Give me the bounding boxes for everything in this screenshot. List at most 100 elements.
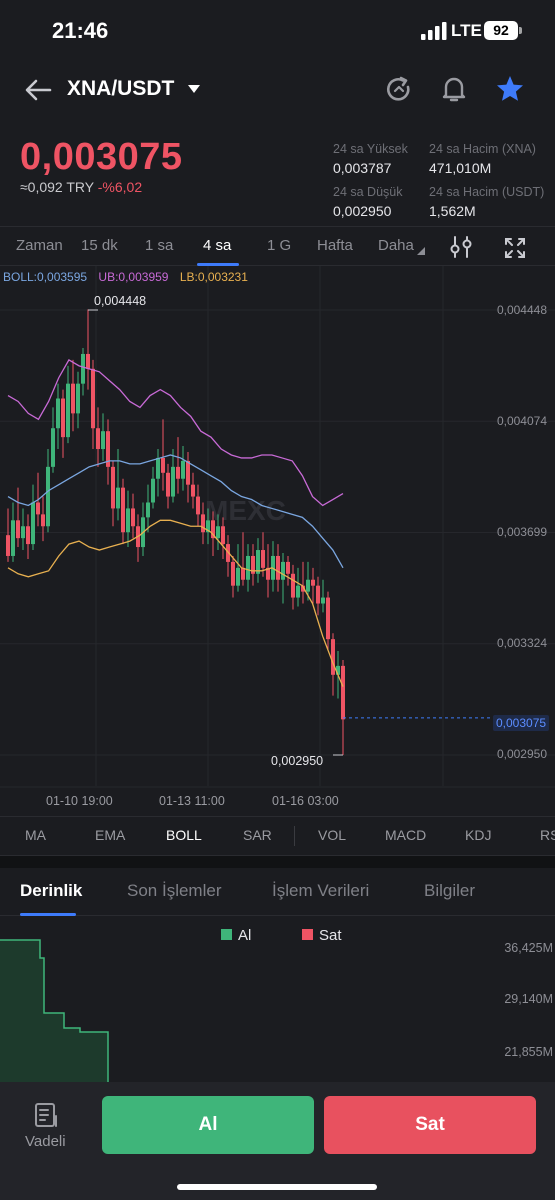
candle-body (46, 466, 50, 527)
pair-selector[interactable]: XNA/USDT (67, 77, 175, 100)
legend-sell: Sat (302, 927, 342, 944)
app-header: XNA/USDT (0, 62, 555, 120)
candle-body (306, 579, 310, 592)
candle-body (106, 431, 110, 467)
legend-buy-label: Al (238, 927, 252, 944)
legend-buy-swatch (221, 929, 232, 940)
tab-info[interactable]: Bilgiler (424, 881, 476, 900)
candle-body (96, 428, 100, 450)
sell-button[interactable]: Sat (324, 1096, 536, 1154)
tab-trade-data[interactable]: İşlem Verileri (272, 881, 370, 900)
indicator-ema[interactable]: EMA (95, 827, 126, 843)
candle-body (11, 520, 15, 556)
candle-body (251, 555, 255, 574)
back-arrow-icon[interactable] (22, 74, 54, 106)
candle-body (121, 487, 125, 533)
candle-body (91, 368, 95, 429)
futures-label[interactable]: Vadeli (25, 1133, 66, 1150)
status-time: 21:46 (52, 18, 109, 43)
candle-body (321, 597, 325, 604)
timeframe-bar: Zaman 15 dk 1 sa 4 sa 1 G Hafta Daha (0, 226, 555, 266)
candle-body (166, 472, 170, 497)
candle-body (26, 526, 30, 545)
market-info-tabs: Derinlik Son İşlemler İşlem Verileri Bil… (0, 868, 555, 916)
price-chart[interactable]: MEXC BOLL:0,003595 UB:0,003959 LB:0,0032… (0, 266, 555, 814)
candle-body (66, 383, 70, 438)
max-price-label: 0,004448 (94, 294, 147, 308)
tab-time[interactable]: Zaman (16, 237, 63, 254)
boll-ub-value: UB:0,003959 (98, 270, 169, 284)
section-separator (0, 856, 555, 868)
legend-buy: Al (221, 927, 251, 944)
candle-body (76, 383, 80, 414)
fiat-price: ≈0,092 TRY (20, 179, 94, 195)
tab-4h[interactable]: 4 sa (203, 237, 232, 254)
network-type: LTE (451, 21, 482, 40)
candle-body (246, 555, 250, 580)
y-tick-label: 0,004074 (496, 414, 547, 428)
tab-1h[interactable]: 1 sa (145, 237, 174, 254)
candle-body (276, 555, 280, 580)
tab-depth[interactable]: Derinlik (20, 881, 83, 900)
stat-volume-usdt: 24 sa Hacim (USDT) 1,562M (429, 185, 544, 219)
x-tick-label: 01-16 03:00 (272, 794, 339, 808)
candle-body (231, 561, 235, 586)
indicator-divider (294, 826, 295, 846)
indicator-kdj[interactable]: KDJ (465, 827, 492, 843)
candle-body (36, 502, 40, 515)
indicator-ma[interactable]: MA (25, 827, 46, 843)
caret-down-icon[interactable] (187, 84, 201, 94)
buy-button[interactable]: Al (102, 1096, 314, 1154)
candle-body (61, 398, 65, 438)
depth-chart-area (0, 939, 109, 1084)
y-tick-label: 0,004448 (496, 303, 547, 317)
stat-volume-xna-label: 24 sa Hacim (XNA) (429, 142, 536, 156)
indicator-sar[interactable]: SAR (243, 827, 272, 843)
more-caret-icon[interactable] (417, 247, 425, 255)
indicator-rsi[interactable]: RS (540, 827, 555, 843)
indicator-settings-icon[interactable] (448, 235, 474, 259)
candle-body (116, 487, 120, 509)
candle-body (156, 457, 160, 479)
tab-recent-trades[interactable]: Son İşlemler (127, 881, 222, 900)
futures-icon[interactable] (34, 1102, 60, 1128)
indicator-macd[interactable]: MACD (385, 827, 427, 843)
tab-1d[interactable]: 1 G (267, 237, 292, 254)
favorite-star-icon[interactable] (494, 73, 526, 105)
tab-week[interactable]: Hafta (317, 237, 353, 254)
candle-body (261, 550, 265, 568)
depth-y-tick: 36,425M (504, 941, 553, 955)
candlestick-chart[interactable]: MEXC (0, 266, 555, 814)
boll-lb-value: LB:0,003231 (179, 270, 248, 284)
candle-body (41, 514, 45, 527)
indicator-boll[interactable]: BOLL (166, 827, 202, 843)
x-tick-label: 01-13 11:00 (159, 794, 225, 808)
candle-body (206, 520, 210, 533)
candle-body (286, 561, 290, 574)
depth-y-tick: 21,855M (504, 1045, 553, 1059)
candle-body (296, 585, 300, 598)
candle-body (151, 478, 155, 503)
depth-y-tick: 29,140M (504, 992, 553, 1006)
candle-body (186, 460, 190, 485)
indicator-vol[interactable]: VOL (318, 827, 347, 843)
current-price-tag: 0,003075 (493, 715, 550, 731)
boll-legend: BOLL:0,003595 UB:0,003959 LB:0,003231 (3, 270, 256, 284)
boll-lower-band (7, 519, 344, 687)
fullscreen-icon[interactable] (503, 236, 527, 260)
stat-volume-usdt-label: 24 sa Hacim (USDT) (429, 185, 545, 199)
candle-body (331, 639, 335, 675)
tab-15m[interactable]: 15 dk (81, 237, 118, 254)
candle-body (311, 579, 315, 586)
battery-tip (519, 27, 522, 34)
bell-icon[interactable] (440, 74, 468, 104)
stat-high-value: 0,003787 (333, 160, 392, 176)
watermark: MEXC (205, 495, 286, 526)
boll-mid-value: BOLL:0,003595 (3, 270, 88, 284)
refresh-icon[interactable] (384, 74, 414, 104)
stat-volume-usdt-value: 1,562M (429, 203, 476, 219)
battery-icon: 92 (484, 21, 518, 40)
stat-high: 24 sa Yüksek 0,003787 (333, 142, 408, 176)
tab-more[interactable]: Daha (378, 237, 414, 254)
candle-body (131, 508, 135, 527)
